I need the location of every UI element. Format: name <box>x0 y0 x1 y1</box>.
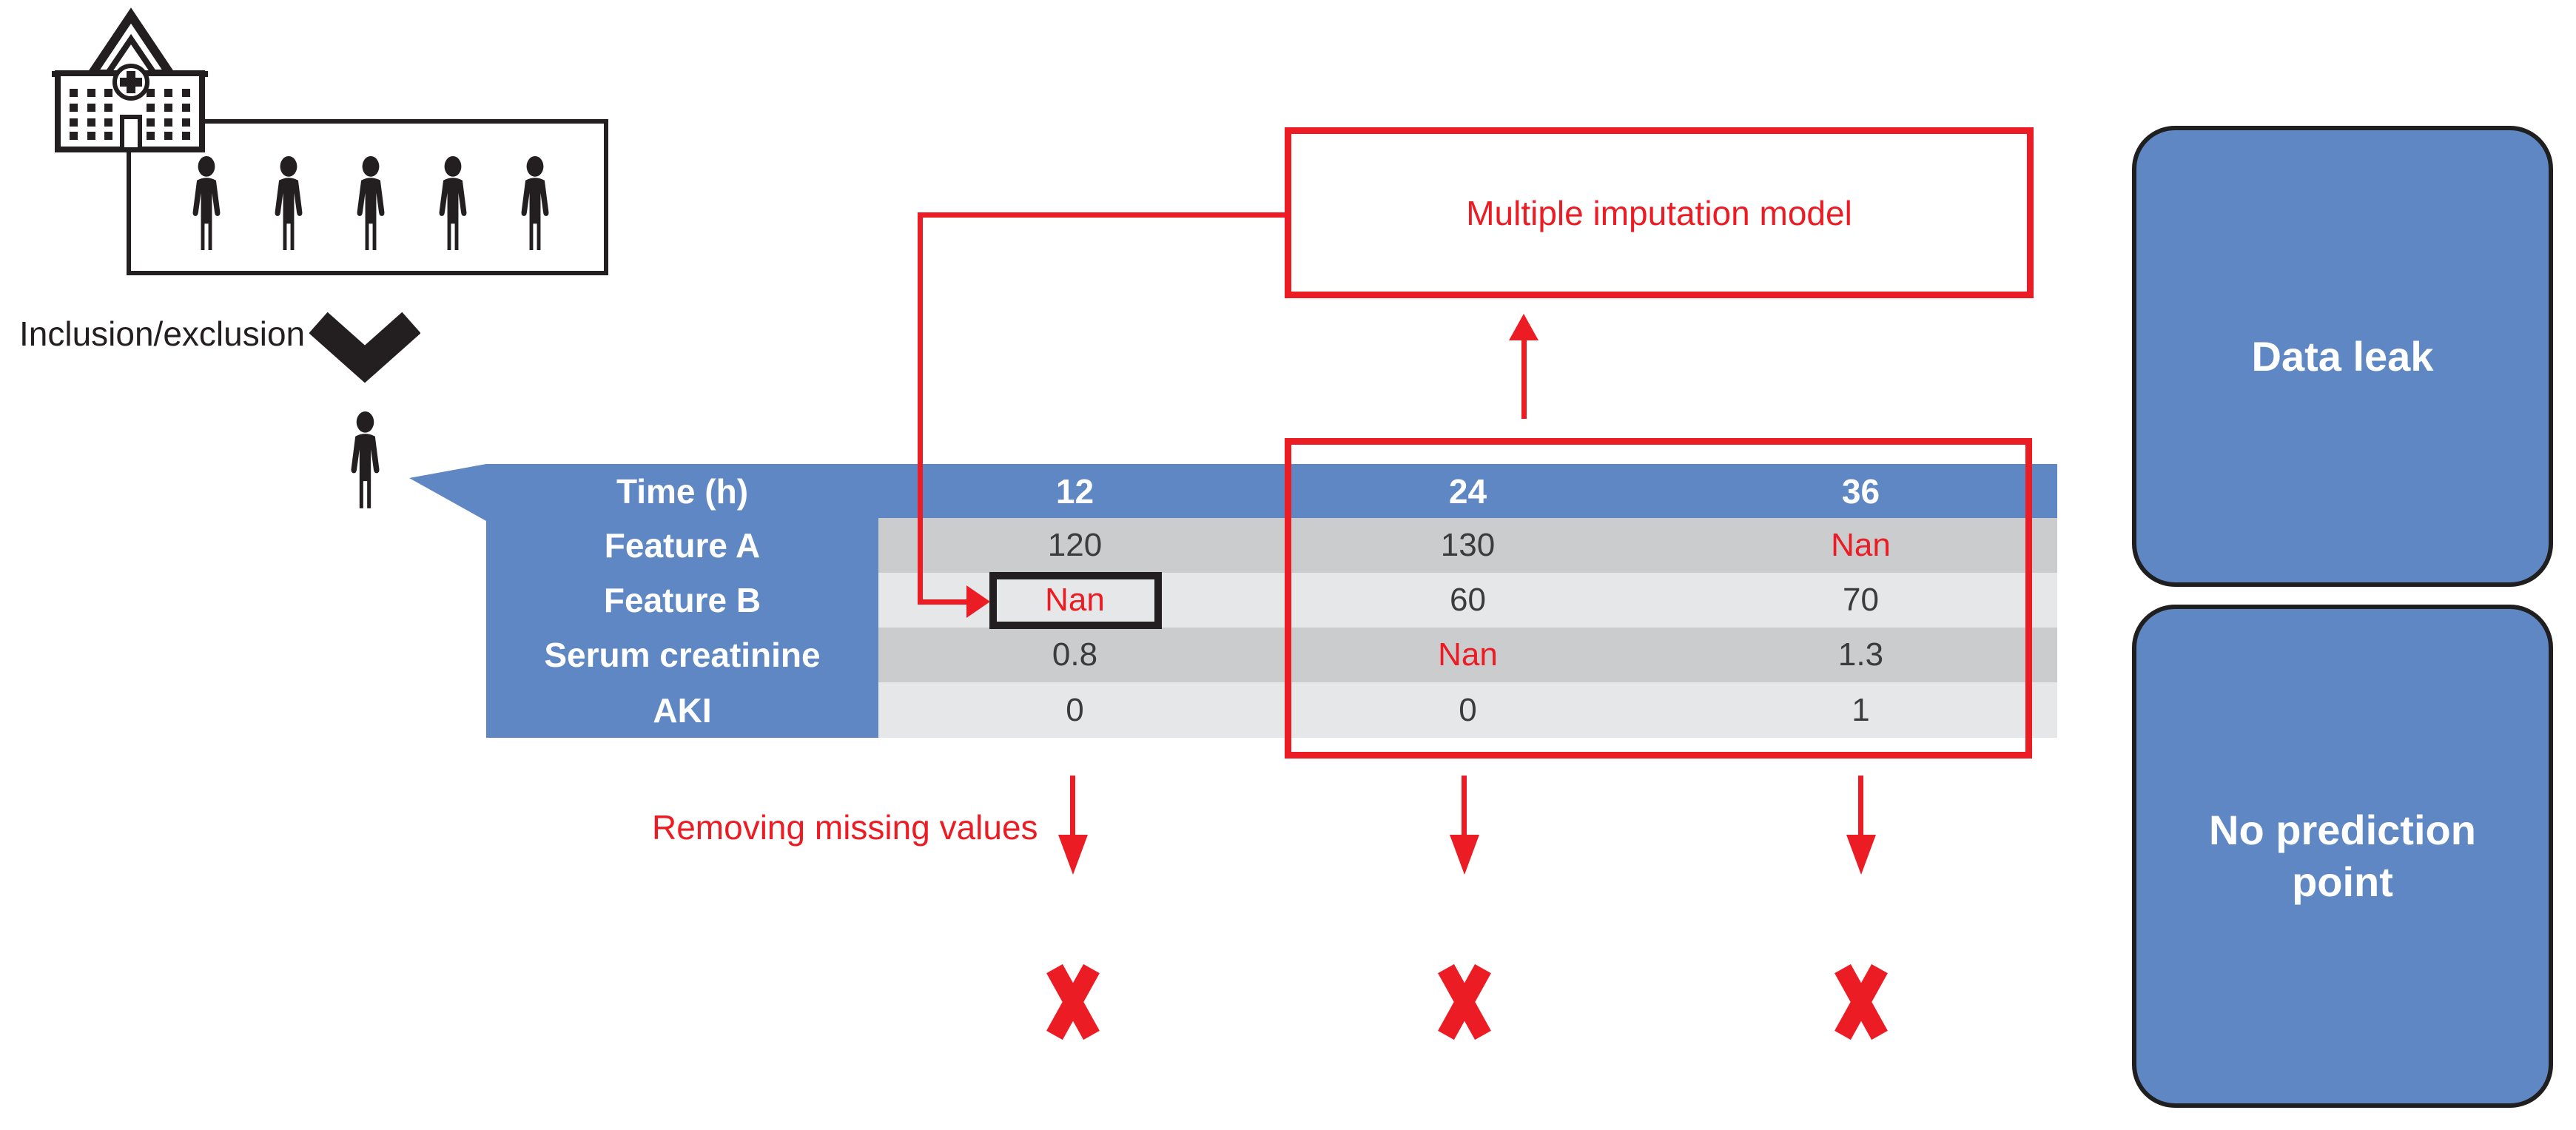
person-icon <box>437 156 469 253</box>
table-header-row: Time (h) 12 24 36 <box>486 464 2057 518</box>
person-icon <box>354 156 387 253</box>
connector-line <box>918 212 1288 218</box>
table-cell: 0 <box>1066 691 1084 728</box>
table-col-header-24: 24 <box>1448 471 1487 511</box>
removing-missing-values-label: Removing missing values <box>652 808 1038 847</box>
callout-pointer <box>406 460 488 524</box>
table-col-header-12: 12 <box>1055 471 1094 511</box>
no-prediction-point-panel: No prediction point <box>2132 605 2553 1108</box>
table-cell: 60 <box>1450 582 1486 618</box>
arrow-up-icon <box>1521 339 1527 419</box>
table-cell: Nan <box>1831 527 1891 563</box>
table-cell: 0.8 <box>1052 636 1098 673</box>
table-row: 0.8 Nan 1.3 <box>878 628 2057 682</box>
data-leak-label: Data leak <box>2251 332 2434 380</box>
table-row: Nan 60 70 <box>878 573 2057 628</box>
table-cell: 1 <box>1852 691 1870 728</box>
connector-line <box>918 212 923 602</box>
table-cell: 70 <box>1843 582 1879 618</box>
table-cell: 130 <box>1440 527 1496 563</box>
x-mark-icon <box>1433 963 1496 1040</box>
data-leak-panel: Data leak <box>2132 126 2553 587</box>
arrow-down-head-icon <box>1058 835 1088 875</box>
arrow-down-icon <box>1070 776 1075 838</box>
arrow-down-head-icon <box>1846 835 1876 875</box>
table-row: 120 130 Nan <box>878 518 2057 573</box>
row-label-feature-a: Feature A <box>604 526 761 565</box>
table-cell: 0 <box>1459 691 1477 728</box>
table-col-header-36: 36 <box>1841 471 1880 511</box>
table-cell: Nan <box>1438 636 1498 673</box>
row-label-serum-creatinine: Serum creatinine <box>544 636 821 674</box>
table-corner-label: Time (h) <box>616 471 749 511</box>
person-icon <box>349 411 382 511</box>
table-row: 0 0 1 <box>878 682 2057 738</box>
imputation-model-box: Multiple imputation model <box>1285 127 2034 298</box>
arrow-down-head-icon <box>1450 835 1479 875</box>
table-values: 120 130 Nan Nan 60 70 0.8 Nan 1.3 0 0 1 <box>878 518 2057 738</box>
arrow-right-icon <box>966 585 990 618</box>
table-cell: 120 <box>1047 527 1103 563</box>
selected-columns-rect <box>1285 438 2032 759</box>
patient-timeseries-table: Time (h) 12 24 36 Feature A Feature B Se… <box>486 464 2057 738</box>
table-cell: Nan <box>1045 582 1105 618</box>
table-row-labels: Feature A Feature B Serum creatinine AKI <box>486 518 878 738</box>
person-icon <box>272 156 305 253</box>
missing-cell-highlight-box <box>989 572 1162 629</box>
person-icon <box>519 156 551 253</box>
inclusion-exclusion-label: Inclusion/exclusion <box>19 315 306 353</box>
hospital-icon <box>44 6 215 154</box>
arrow-up-head-icon <box>1509 314 1538 340</box>
x-mark-icon <box>1830 963 1892 1040</box>
arrow-down-icon <box>1462 776 1467 838</box>
row-label-aki: AKI <box>653 690 712 730</box>
no-prediction-point-label: No prediction point <box>2209 807 2476 905</box>
row-label-feature-b: Feature B <box>603 581 761 619</box>
chevron-down-icon <box>309 311 421 388</box>
table-cell: 1.3 <box>1837 636 1884 673</box>
person-icon <box>190 156 223 253</box>
x-mark-icon <box>1042 963 1104 1040</box>
connector-line <box>918 599 968 605</box>
imputation-model-label: Multiple imputation model <box>1466 193 1852 232</box>
arrow-down-icon <box>1858 776 1863 838</box>
